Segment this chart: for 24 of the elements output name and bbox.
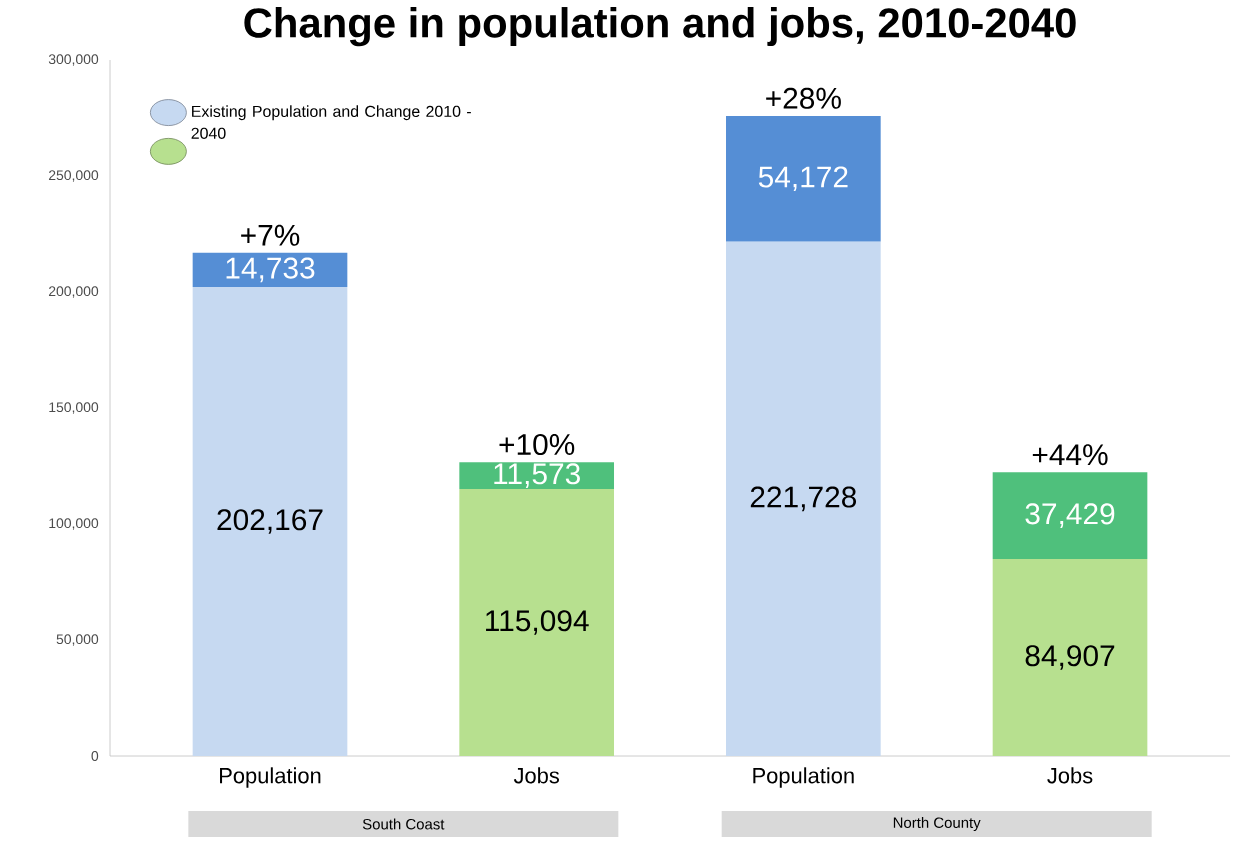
data-label: 202,167 <box>217 509 323 534</box>
data-label: 11,573 <box>494 463 580 488</box>
bar <box>992 559 1148 756</box>
bar <box>992 472 1148 560</box>
data-label: 37,429 <box>1025 503 1115 528</box>
annotation: +7% <box>241 224 300 246</box>
data-label: 84,907 <box>1025 645 1115 670</box>
data-label: 14,733 <box>226 257 315 283</box>
bar <box>726 115 881 242</box>
x-tick-label: Population <box>753 767 854 788</box>
chart-title: Change in population and jobs, 2010-2040 <box>244 7 1076 47</box>
annotation: +28% <box>766 87 841 109</box>
bar <box>459 488 615 756</box>
x-tick-label: Jobs <box>513 767 560 784</box>
annotation: +44% <box>1032 444 1108 466</box>
bar <box>192 252 348 287</box>
x-tick-label: Population <box>220 767 321 788</box>
x-tick-label: Jobs <box>1047 767 1093 784</box>
annotation: +10% <box>499 433 575 456</box>
bar <box>726 241 881 756</box>
bar <box>192 286 348 756</box>
data-label: 54,172 <box>758 166 848 192</box>
data-label: 221,728 <box>750 486 857 512</box>
data-label: 115,094 <box>486 610 589 635</box>
